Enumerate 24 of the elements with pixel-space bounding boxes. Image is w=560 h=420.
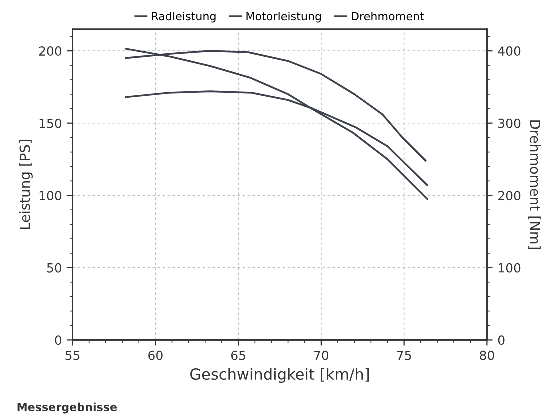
x-tick-label: 60	[148, 350, 163, 360]
x-tick-label: 55	[66, 351, 80, 360]
x-tick-label: 80	[480, 350, 494, 360]
y2-tick-label: 300	[498, 118, 521, 128]
legend-label: Motorleistung	[246, 12, 322, 23]
y2-tick-label: 0	[498, 336, 505, 346]
x-tick-label: 65	[231, 350, 246, 360]
x-tick-label: 75	[397, 351, 412, 360]
y-tick-label: 200	[39, 46, 62, 56]
y-axis-title: Leistung [PS]	[20, 140, 33, 230]
text: Messergebnisse	[18, 402, 118, 414]
y2-axis-title: Drehmoment [Nm]	[528, 120, 541, 250]
y-tick-label: 100	[40, 191, 62, 201]
legend-label: Drehmoment	[352, 12, 424, 21]
x-axis-title: Geschwindigkeit [km/h]	[190, 368, 369, 384]
y-tick-label: 150	[40, 118, 62, 128]
y2-tick-label: 400	[498, 46, 521, 56]
x-tick-label: 70	[314, 350, 329, 360]
legend-label: Radleistung	[152, 12, 216, 23]
y2-tick-label: 200	[498, 191, 521, 201]
y-tick-label: 0	[55, 336, 62, 346]
line-series	[124, 48, 428, 200]
y2-tick-label: 100	[498, 263, 521, 273]
y-tick-label: 50	[47, 263, 62, 273]
